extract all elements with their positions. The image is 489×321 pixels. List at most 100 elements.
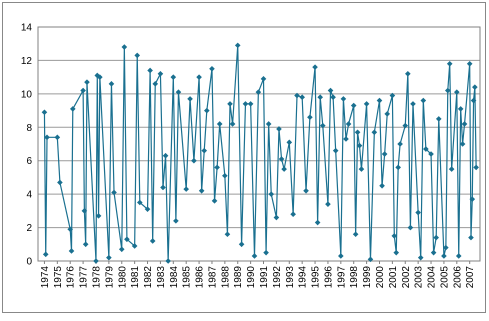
- data-point: [330, 94, 336, 100]
- data-point: [381, 151, 388, 157]
- data-point: [389, 92, 396, 99]
- data-point: [238, 241, 245, 248]
- data-point: [363, 101, 370, 107]
- data-point: [149, 238, 156, 244]
- data-point: [384, 111, 391, 117]
- data-point: [455, 253, 462, 259]
- data-point: [367, 256, 374, 263]
- data-point: [371, 129, 378, 136]
- data-point: [111, 189, 117, 196]
- x-tick-label: 1993: [285, 266, 296, 289]
- x-tick-label: 1975: [53, 266, 64, 289]
- data-point: [175, 89, 182, 95]
- data-point: [80, 87, 86, 94]
- data-point: [273, 214, 280, 221]
- data-point: [466, 60, 473, 67]
- x-tick-label: 1977: [79, 266, 90, 289]
- data-point: [251, 253, 258, 259]
- x-tick-label: 1989: [233, 266, 244, 289]
- x-tick-label: 1984: [169, 266, 180, 289]
- x-tick-label: 1986: [195, 266, 206, 289]
- data-point: [84, 79, 90, 85]
- data-point: [131, 243, 138, 249]
- data-point: [457, 106, 464, 112]
- data-point: [415, 209, 421, 216]
- data-point: [352, 231, 359, 238]
- data-point: [444, 87, 451, 94]
- x-tick-label: 1996: [323, 266, 334, 289]
- x-tick-label: 1999: [362, 266, 373, 289]
- data-point: [211, 198, 218, 204]
- data-point: [97, 74, 103, 80]
- data-point: [216, 121, 223, 127]
- data-point: [332, 147, 339, 154]
- x-tick-label: 2004: [427, 266, 438, 289]
- x-tick-label: 1992: [272, 266, 283, 289]
- data-point: [473, 164, 479, 171]
- x-tick-label: 2002: [401, 266, 412, 289]
- data-point: [198, 188, 205, 194]
- x-tick-label: 1998: [349, 266, 360, 289]
- data-point: [209, 65, 215, 72]
- data-point: [187, 96, 193, 102]
- data-point: [420, 97, 427, 104]
- data-point: [472, 84, 478, 90]
- x-tick-label: 1976: [66, 266, 77, 289]
- data-point: [95, 213, 102, 219]
- data-point: [108, 81, 115, 87]
- x-tick-label: 1994: [298, 266, 309, 289]
- data-point: [312, 64, 318, 70]
- data-point: [314, 219, 321, 226]
- y-tick-label: 14: [21, 23, 33, 34]
- data-point: [407, 224, 414, 231]
- data-point: [461, 121, 468, 127]
- data-point: [343, 136, 349, 142]
- data-point: [170, 74, 177, 80]
- data-point: [286, 139, 293, 146]
- data-point: [242, 101, 249, 107]
- data-point: [379, 182, 385, 189]
- data-point: [358, 166, 365, 172]
- data-point: [423, 146, 429, 152]
- y-tick-label: 12: [21, 56, 33, 67]
- x-tick-label: 1995: [311, 266, 322, 289]
- data-point: [214, 164, 220, 171]
- data-point: [354, 129, 361, 136]
- data-point: [247, 101, 254, 107]
- data-point: [294, 92, 300, 99]
- data-point: [152, 81, 159, 87]
- y-tick-label: 4: [26, 190, 32, 201]
- data-point: [41, 109, 48, 116]
- data-point: [183, 186, 189, 192]
- data-point: [317, 94, 324, 100]
- data-point: [255, 89, 262, 95]
- y-tick-label: 6: [26, 156, 32, 167]
- x-tick-label: 2003: [414, 266, 425, 289]
- data-point: [356, 142, 363, 149]
- data-point: [405, 71, 411, 77]
- data-point: [227, 101, 233, 107]
- data-point: [162, 152, 169, 159]
- data-point: [402, 122, 409, 129]
- y-tick-label: 0: [26, 257, 32, 268]
- data-point: [435, 116, 442, 122]
- data-point: [327, 87, 334, 94]
- x-tick-label: 1990: [246, 266, 257, 289]
- data-point: [303, 188, 309, 194]
- data-point: [124, 236, 130, 243]
- data-point: [395, 164, 401, 171]
- data-point: [345, 121, 352, 127]
- data-point: [157, 71, 164, 77]
- x-tick-label: 1980: [117, 266, 128, 289]
- x-tick-label: 2006: [452, 266, 463, 289]
- data-point: [134, 52, 141, 59]
- x-tick-label: 2000: [375, 266, 386, 289]
- y-tick-label: 10: [21, 89, 33, 100]
- data-point: [222, 172, 228, 179]
- data-point: [106, 254, 112, 261]
- data-point: [191, 157, 197, 164]
- data-point: [350, 102, 357, 109]
- y-tick-label: 8: [26, 123, 32, 134]
